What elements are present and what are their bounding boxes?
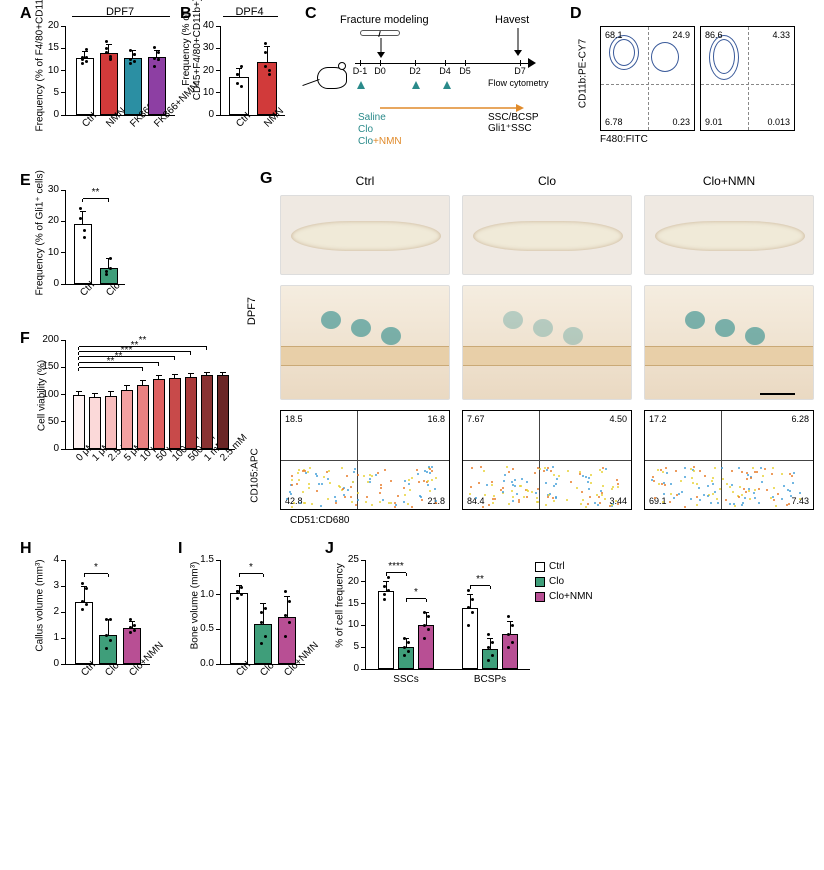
d-right-q2: 4.33 [772, 30, 790, 40]
d-plot-left: 68.1 24.9 6.78 0.23 [600, 26, 695, 131]
e-ylabel: Frequency (% of Gli1⁺ cells) [35, 176, 46, 296]
d-xlabel: F480:FITC [600, 134, 648, 145]
c-harvest-label: Havest [495, 14, 529, 26]
c-saline-text: Saline [358, 112, 386, 123]
c-fracture-label: Fracture modeling [340, 14, 429, 26]
panel-B: DPF4 Frequency (% of CD45+F4/80+CD11b+) … [185, 8, 300, 158]
g-rowlabel: DPF7 [246, 297, 258, 325]
d-right-q1: 86.6 [705, 30, 723, 40]
d-left-q2: 24.9 [672, 30, 690, 40]
a-ylabel: Frequency (% of F4/80+CD11b+) [35, 12, 46, 132]
panel-H: Callus volume (mm³) 01234CtrlCloClo+NMN* [30, 540, 170, 740]
d-ylabel: CD11b:PE-CY7 [578, 24, 589, 124]
d-left-q4: 0.23 [672, 117, 690, 127]
c-flow-text: Flow cytometry [488, 78, 549, 88]
panel-A: DPF7 Frequency (% of F4/80+CD11b+) 05101… [30, 8, 180, 158]
a-chart: 05101520CtrlNMNFK866FK866+NMN [65, 26, 175, 116]
c-arrow-bone [375, 38, 387, 60]
c-inject-arrow-3 [443, 81, 451, 89]
i-chart: 0.00.51.01.5CtrlCloClo+NMN* [220, 560, 305, 665]
panel-G: CtrlCloClo+NMN DPF7 CD105:APC 18.516.842… [260, 170, 805, 530]
e-chart: 0102030CtrlClo** [65, 190, 125, 285]
d-left-q1: 68.1 [605, 30, 623, 40]
c-timeline-arrowhead [528, 58, 538, 68]
b-title: DPF4 [217, 6, 282, 18]
j-ylabel: % of cell frequency [335, 556, 346, 656]
c-inject-arrow-1 [357, 81, 365, 89]
g-scalebar [760, 393, 795, 395]
d-right-q3: 9.01 [705, 117, 723, 127]
c-timeline [355, 63, 530, 64]
g-scatter-ylab: CD105:APC [250, 448, 261, 502]
panel-D: CD11b:PE-CY7 68.1 24.9 6.78 0.23 86.6 4.… [575, 8, 805, 163]
panel-C: Fracture modeling Havest D-1D0D2D4D5D7 S… [310, 8, 565, 158]
b-chart: 010203040CtrlNMN [220, 26, 285, 116]
panel-F: Cell viability (%) 0501001502000 μM1 μM2… [30, 330, 245, 510]
c-inject-arrow-2 [412, 81, 420, 89]
a-title: DPF7 [70, 6, 170, 18]
panel-I: Bone volume (mm³) 0.00.51.01.5CtrlCloClo… [185, 540, 320, 740]
c-clonmn-text: Clo+NMN [358, 136, 402, 147]
label-I: I [178, 540, 182, 558]
g-xlabel: CD51:CD680 [290, 515, 349, 526]
c-bone-icon [360, 30, 400, 36]
j-chart: 0510152025SSCsBCSPs******* [365, 560, 530, 670]
d-right-q4: 0.013 [767, 117, 790, 127]
c-mouse-icon [312, 62, 352, 92]
panel-J: % of cell frequency 0510152025SSCsBCSPs*… [330, 540, 590, 740]
label-F: F [20, 330, 30, 348]
panel-E: Frequency (% of Gli1⁺ cells) 0102030Ctrl… [30, 175, 145, 320]
d-plot-right: 86.6 4.33 9.01 0.013 [700, 26, 795, 131]
f-chart: 0501001502000 μM1 μM2.5 μM5 μM10 μM50 μM… [65, 340, 235, 450]
c-arrow-harvest [512, 28, 524, 58]
b-ylabel: Frequency (% of CD45+F4/80+CD11b+) [181, 0, 203, 114]
d-left-q3: 6.78 [605, 117, 623, 127]
i-ylabel: Bone volume (mm³) [190, 551, 201, 661]
h-chart: 01234CtrlCloClo+NMN* [65, 560, 150, 665]
h-ylabel: Callus volume (mm³) [35, 551, 46, 661]
c-sorts-text: SSC/BCSP Gli1⁺SSC [488, 112, 539, 134]
c-clo-text: Clo [358, 124, 373, 135]
